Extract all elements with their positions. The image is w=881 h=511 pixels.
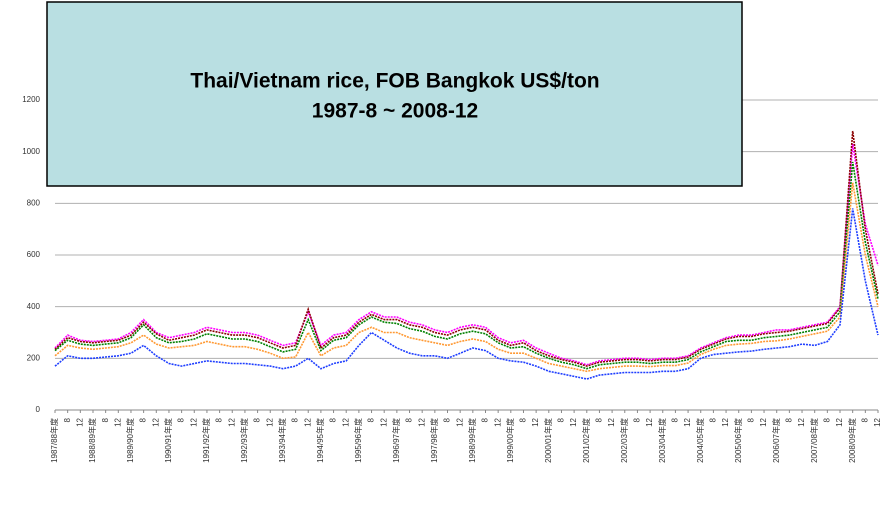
- x-tick-label: 8: [253, 417, 262, 422]
- x-tick-label: 8: [405, 417, 414, 422]
- x-tick-label: 8: [443, 417, 452, 422]
- x-tick-label: 12: [493, 417, 502, 426]
- x-tick-label: 1989/90年度: [125, 418, 135, 463]
- x-tick-label: 12: [113, 417, 122, 426]
- x-tick-label: 2002/03年度: [619, 418, 629, 463]
- y-tick-label: 200: [27, 353, 41, 362]
- x-tick-label: 2007/08年度: [809, 418, 819, 463]
- x-tick-label: 12: [569, 417, 578, 426]
- x-tick-label: 12: [189, 417, 198, 426]
- x-tick-label: 1999/00年度: [505, 418, 515, 463]
- x-tick-label: 2000/01年度: [543, 418, 553, 463]
- x-tick-label: 1992/93年度: [239, 418, 249, 463]
- series-line: [54, 143, 879, 366]
- x-tick-label: 1991/92年度: [201, 418, 211, 463]
- x-tick-label: 8: [746, 417, 755, 422]
- x-tick-label: 12: [873, 417, 881, 426]
- x-tick-label: 12: [797, 417, 806, 426]
- x-tick-label: 1988/89年度: [87, 418, 97, 463]
- x-tick-label: 2003/04年度: [657, 418, 667, 463]
- y-tick-label: 800: [27, 198, 41, 207]
- x-tick-label: 8: [139, 417, 148, 422]
- x-tick-label: 8: [633, 417, 642, 422]
- x-tick-label: 8: [860, 417, 869, 422]
- x-tick-label: 12: [417, 417, 426, 426]
- x-tick-label: 1997/98年度: [429, 418, 439, 463]
- x-tick-label: 8: [557, 417, 566, 422]
- x-tick-label: 12: [531, 417, 540, 426]
- y-tick-label: 600: [27, 250, 41, 259]
- x-tick-label: 2001/02年度: [581, 418, 591, 463]
- x-tick-label: 8: [215, 417, 224, 422]
- x-tick-label: 8: [291, 417, 300, 422]
- chart-title: Thai/Vietnam rice, FOB Bangkok US$/ton: [190, 70, 599, 93]
- chart-subtitle: 1987-8 ~ 2008-12: [312, 100, 478, 123]
- y-tick-label: 1200: [22, 95, 40, 104]
- x-tick-label: 12: [379, 417, 388, 426]
- y-tick-label: 0: [36, 405, 41, 414]
- x-tick-label: 8: [481, 417, 490, 422]
- x-tick-label: 1998/99年度: [467, 418, 477, 463]
- series-line: [54, 161, 879, 370]
- series-line: [54, 182, 879, 373]
- x-tick-label: 12: [265, 417, 274, 426]
- x-tick-label: 2004/05年度: [695, 418, 705, 463]
- x-tick-label: 8: [595, 417, 604, 422]
- x-tick-label: 12: [341, 417, 350, 426]
- x-tick-label: 1993/94年度: [277, 418, 287, 463]
- x-tick-label: 8: [519, 417, 528, 422]
- x-tick-label: 12: [683, 417, 692, 426]
- x-tick-label: 8: [784, 417, 793, 422]
- x-tick-label: 2006/07年度: [771, 418, 781, 463]
- x-tick-label: 1995/96年度: [353, 418, 363, 463]
- x-tick-label: 8: [709, 417, 718, 422]
- x-tick-label: 1994/95年度: [315, 418, 325, 463]
- series-line: [54, 130, 879, 367]
- x-tick-label: 1996/97年度: [391, 418, 401, 463]
- x-tick-label: 1987/88年度: [49, 418, 59, 463]
- x-tick-label: 8: [671, 417, 680, 422]
- x-tick-label: 12: [75, 417, 84, 426]
- series-line: [54, 208, 879, 380]
- x-tick-label: 12: [227, 417, 236, 426]
- x-tick-label: 12: [759, 417, 768, 426]
- x-tick-label: 1990/91年度: [163, 418, 173, 463]
- x-tick-label: 12: [645, 417, 654, 426]
- x-tick-label: 12: [303, 417, 312, 426]
- x-tick-label: 8: [329, 417, 338, 422]
- x-tick-label: 12: [835, 417, 844, 426]
- x-tick-label: 12: [151, 417, 160, 426]
- x-tick-label: 8: [63, 417, 72, 422]
- x-tick-label: 8: [367, 417, 376, 422]
- y-tick-label: 1000: [22, 147, 40, 156]
- x-tick-label: 12: [607, 417, 616, 426]
- x-tick-label: 12: [721, 417, 730, 426]
- y-tick-label: 400: [27, 302, 41, 311]
- x-tick-label: 2008/09年度: [847, 418, 857, 463]
- x-tick-label: 12: [455, 417, 464, 426]
- x-tick-label: 8: [822, 417, 831, 422]
- x-tick-label: 8: [177, 417, 186, 422]
- x-tick-label: 8: [101, 417, 110, 422]
- x-tick-label: 2005/06年度: [733, 418, 743, 463]
- title-box: [46, 1, 743, 187]
